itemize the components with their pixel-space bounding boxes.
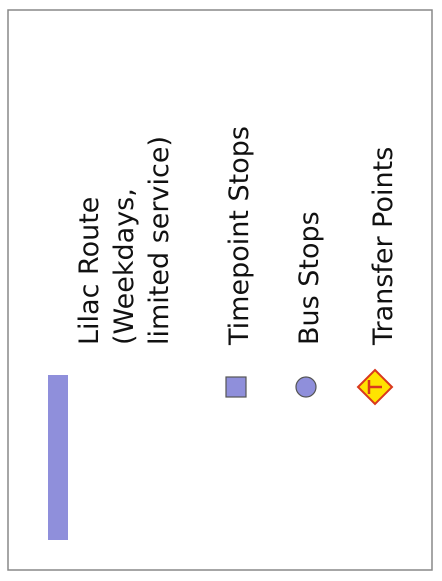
transfer-icon	[356, 368, 394, 406]
legend-frame	[7, 9, 433, 571]
legend-label: Lilac Route	[74, 197, 105, 345]
legend-label: limited service)	[144, 136, 175, 345]
legend-label: Transfer Points	[368, 147, 399, 346]
timepoint-icon	[225, 376, 247, 398]
legend-label: (Weekdays,	[109, 188, 140, 345]
legend-label: Timepoint Stops	[224, 126, 255, 346]
route-swatch	[48, 375, 68, 540]
legend-label: Bus Stops	[294, 211, 325, 345]
bus-stop-icon	[295, 376, 317, 398]
